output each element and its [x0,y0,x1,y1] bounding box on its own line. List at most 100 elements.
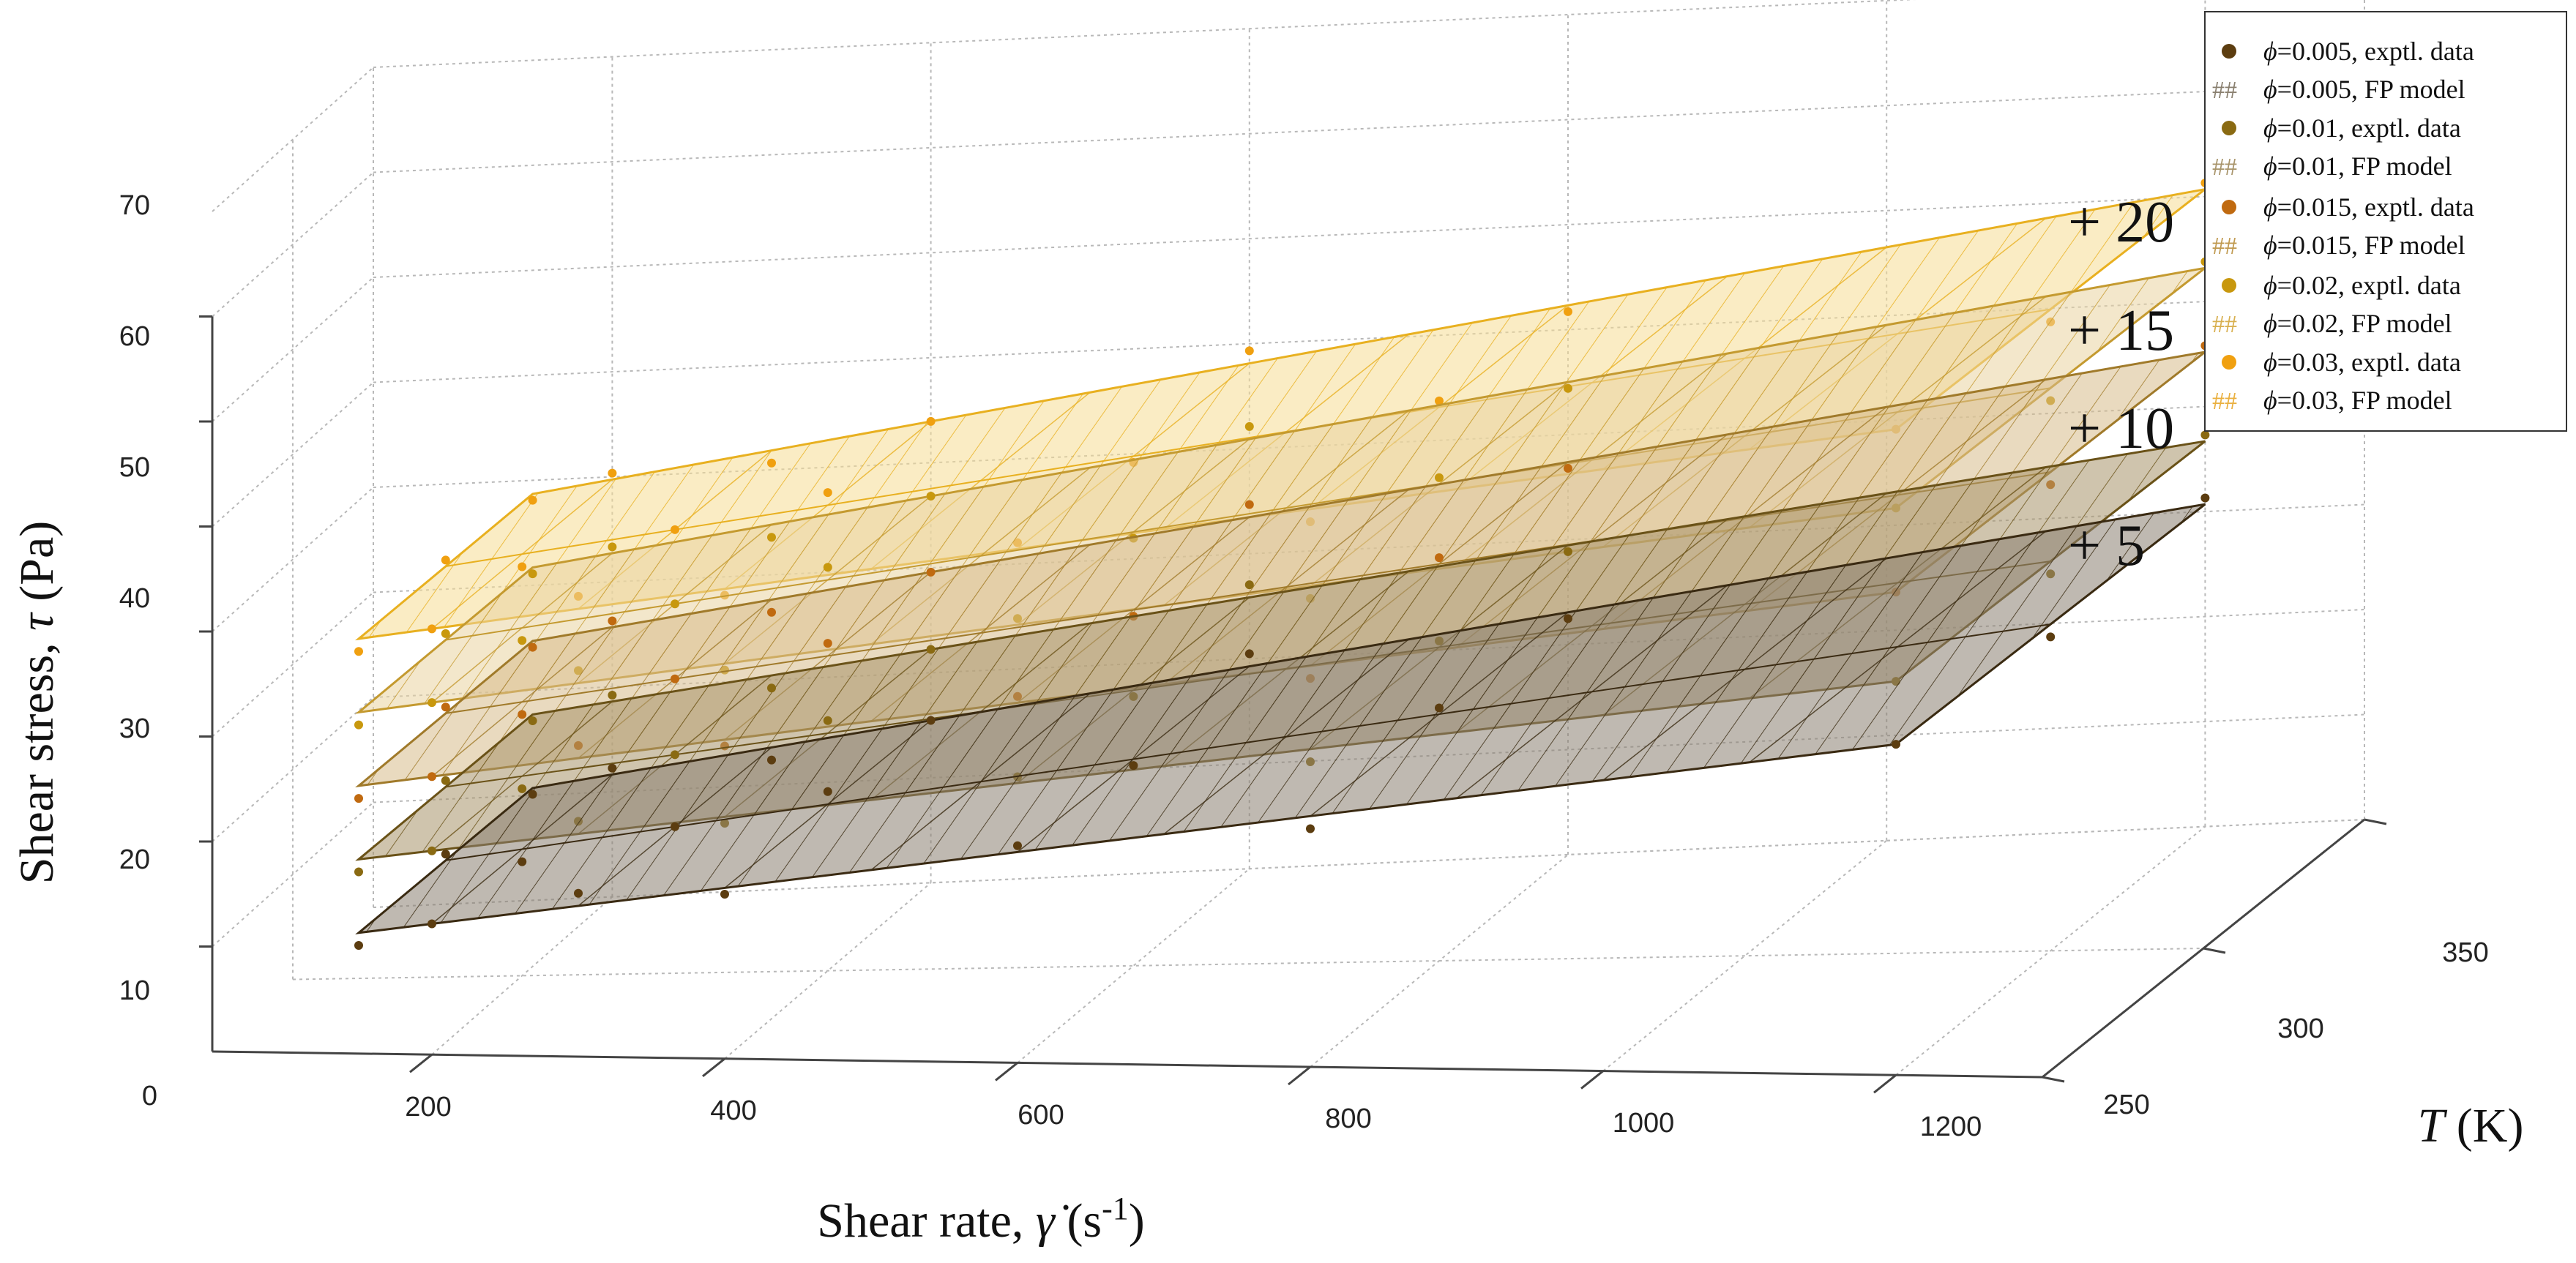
data-point [1435,473,1444,482]
grid-line [212,801,374,948]
grid-line [373,819,2365,908]
data-point [441,629,450,638]
grid-line [431,896,613,1055]
data-point [1435,703,1444,713]
data-point [926,416,936,426]
data-point [574,888,583,898]
y-tick-label: 20 [119,844,150,875]
z-tick [2203,947,2226,954]
offset-label-15: + 15 [2068,299,2174,363]
mesh-line [445,623,2051,861]
z-tick-label: 300 [2277,1013,2323,1044]
data-point [354,647,363,656]
data-point [1013,841,1022,850]
grid-line [212,487,374,632]
x-tick-label: 600 [1018,1100,1064,1131]
data-point [1244,500,1254,509]
grid-line [373,189,2365,278]
offset-label-5: + 5 [2068,514,2145,578]
data-point [1244,580,1254,590]
z-tick-labels: 250 300 350 [2103,937,2488,1120]
mesh-line [532,503,2206,789]
data-point [528,569,537,579]
mesh-line [1895,503,2206,745]
grid-line [1602,840,1887,1072]
data-point [1244,421,1254,431]
legend-hash: ## [2212,233,2237,260]
y-tick-label: 0 [142,1081,157,1112]
mesh-line [532,440,2206,716]
x-axis-title: Shear rate, γ̇ (s-1) [817,1191,1145,1248]
x-tick-label: 400 [710,1095,756,1126]
data-point [528,716,537,726]
mesh-line [1017,666,1250,852]
grid-line [212,67,374,212]
data-point [1564,464,1572,473]
z-axis-title: T (K) [2418,1099,2524,1153]
data-point [528,642,537,652]
grid-line [724,882,932,1060]
legend-hash: ## [2212,388,2237,415]
data-point [767,458,776,468]
data-point [2200,430,2210,440]
legend-label: ϕ=0.015, FP model [2263,231,2465,260]
z-tick-label: 250 [2103,1090,2149,1120]
data-point [823,639,832,648]
data-point [354,867,363,877]
data-point [518,857,527,866]
mesh-line [431,479,613,629]
mesh-line [532,267,2206,569]
legend: ϕ=0.005, exptl. data ## ϕ=0.005, FP mode… [2204,11,2567,432]
data-point [671,750,679,760]
y-tick-labels: 70 60 50 40 30 20 10 0 [119,190,157,1112]
legend-label: ϕ=0.02, FP model [2263,309,2452,338]
data-point [1306,824,1315,833]
surfaces [354,178,2210,950]
y-tick-label: 30 [119,713,150,744]
x-tick-label: 200 [405,1092,451,1123]
data-point [1564,383,1572,393]
data-point [518,784,527,793]
y-tick-label: 70 [119,190,150,221]
data-point [823,716,832,725]
grid-line [212,277,374,422]
mesh-line [431,626,613,777]
mesh-line [532,188,2206,495]
x-tick-label: 1000 [1613,1108,1675,1139]
data-point [823,488,832,498]
data-point [1435,396,1444,405]
y-tick-label: 60 [119,321,150,352]
legend-hash: ## [2212,77,2237,104]
data-point [926,645,936,654]
legend-label: ϕ=0.005, FP model [2263,75,2465,104]
data-point [926,492,936,501]
data-point [1244,346,1254,356]
z-tick-label: 350 [2442,937,2488,968]
offset-label-20: + 20 [2068,190,2174,255]
data-point [2200,493,2210,503]
x-tick [995,1062,1018,1082]
data-point [1564,547,1572,556]
legend-label: ϕ=0.03, FP model [2263,386,2452,415]
x-tick-labels: 200 400 600 800 1000 1200 [405,1092,1982,1142]
data-point [518,562,527,571]
data-point [608,542,617,552]
data-point [671,599,679,609]
grid-line [212,697,374,842]
legend-marker [2222,44,2236,59]
data-point [671,674,679,683]
x-tick [409,1054,433,1073]
legend-box [2204,11,2567,432]
data-point [608,691,617,700]
data-point [767,755,776,765]
data-point [518,710,527,719]
data-point [1564,307,1572,316]
x-tick-label: 1200 [1920,1112,1982,1142]
x-tick [1580,1070,1604,1090]
data-point [1564,614,1572,623]
data-point [428,846,436,855]
legend-marker [2222,278,2236,293]
y-tick-label: 50 [119,452,150,483]
data-point [608,763,617,773]
